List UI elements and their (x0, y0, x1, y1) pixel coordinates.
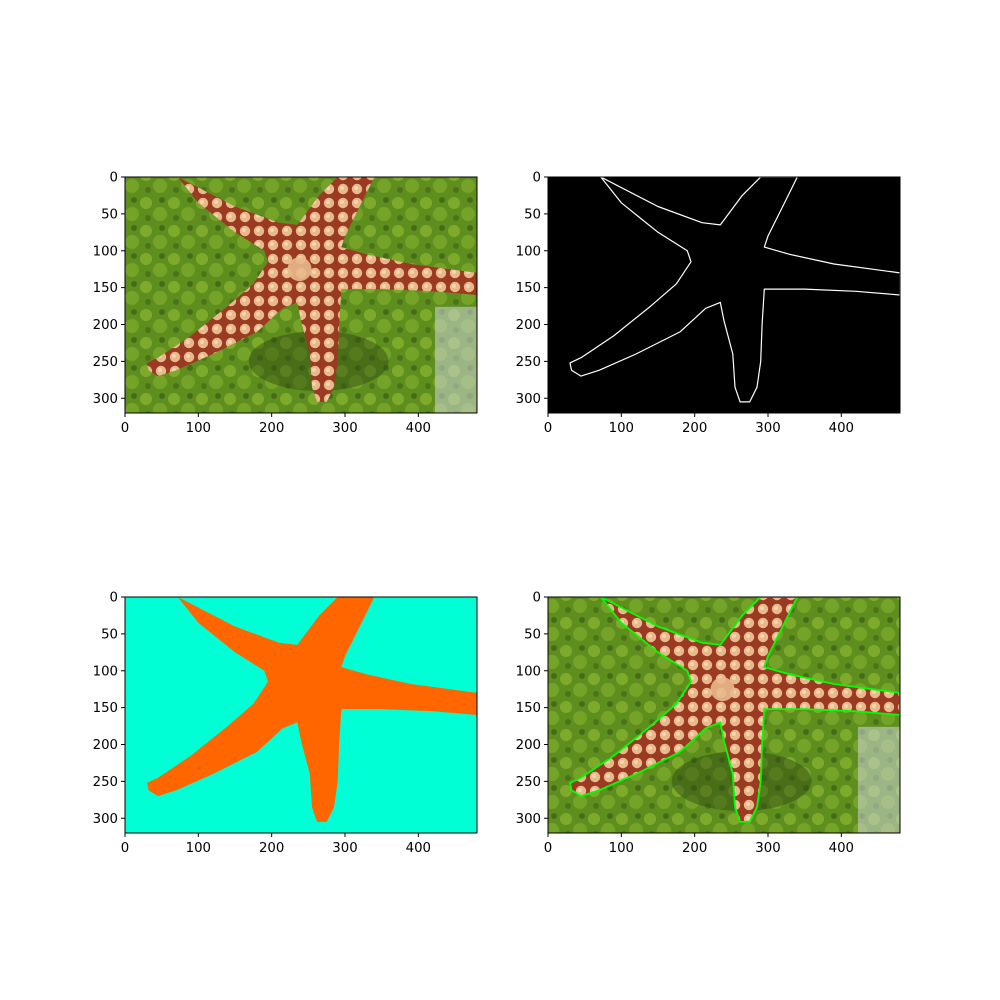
coral-patch (435, 306, 477, 413)
y-tick-label: 250 (516, 775, 541, 790)
edge-background (548, 177, 900, 413)
x-tick-label: 0 (121, 421, 129, 436)
x-tick-label: 0 (544, 421, 552, 436)
y-tick-label: 150 (93, 701, 118, 716)
x-tick-label: 200 (259, 421, 284, 436)
starfish-center (710, 677, 735, 702)
x-tick-label: 400 (829, 841, 854, 856)
x-tick-label: 400 (829, 421, 854, 436)
y-tick-label: 50 (101, 627, 118, 642)
contour-overlay (569, 597, 900, 823)
y-tick-label: 200 (516, 738, 541, 753)
y-tick-label: 100 (516, 244, 541, 259)
y-tick-label: 300 (93, 392, 118, 407)
x-tick-label: 100 (186, 421, 211, 436)
x-tick-label: 300 (332, 841, 357, 856)
axes-frame (547, 596, 901, 834)
x-tick-label: 300 (332, 421, 357, 436)
y-tick-label: 50 (101, 207, 118, 222)
x-tick-label: 200 (259, 841, 284, 856)
y-tick-label: 100 (93, 664, 118, 679)
y-tick-label: 300 (516, 392, 541, 407)
y-tick-label: 150 (516, 701, 541, 716)
axes-frame (547, 176, 901, 414)
x-tick-label: 300 (755, 841, 780, 856)
subplot-4: 0 100 200 300 400 0 50 100 150 200 250 300 (516, 591, 901, 856)
y-tick-label: 200 (93, 738, 118, 753)
x-tick-label: 0 (121, 841, 129, 856)
axes-frame (124, 176, 478, 414)
subplot-1: 0 100 200 300 400 0 50 100 150 200 250 300 (93, 171, 478, 436)
y-tick-label: 50 (524, 627, 541, 642)
image-3 (125, 597, 477, 833)
y-tick-label: 150 (516, 281, 541, 296)
y-tick-label: 200 (516, 318, 541, 333)
y-tick-label: 300 (516, 812, 541, 827)
image-1 (125, 177, 477, 413)
x-tick-label: 100 (609, 841, 634, 856)
image-4 (548, 597, 900, 833)
x-tick-label: 200 (682, 841, 707, 856)
subplot-2: 0 100 200 300 400 0 50 100 150 200 250 300 (516, 171, 901, 436)
y-tick-label: 150 (93, 281, 118, 296)
axes-frame (124, 596, 478, 834)
y-tick-label: 200 (93, 318, 118, 333)
y-tick-label: 300 (93, 812, 118, 827)
subplot-3: 0 100 200 300 400 0 50 100 150 200 250 300 (93, 591, 478, 856)
starfish-center (287, 257, 312, 282)
image-2 (548, 177, 900, 413)
coral-patch (858, 726, 900, 833)
x-tick-label: 0 (544, 841, 552, 856)
x-tick-label: 100 (186, 841, 211, 856)
y-tick-label: 100 (93, 244, 118, 259)
y-tick-label: 100 (516, 664, 541, 679)
y-tick-label: 0 (533, 591, 541, 606)
y-tick-label: 250 (93, 775, 118, 790)
y-tick-label: 0 (110, 591, 118, 606)
y-tick-label: 250 (516, 355, 541, 370)
y-tick-label: 50 (524, 207, 541, 222)
mask-foreground (147, 597, 477, 822)
y-tick-label: 250 (93, 355, 118, 370)
x-tick-label: 400 (406, 421, 431, 436)
starfish (147, 177, 477, 402)
x-tick-label: 100 (609, 421, 634, 436)
y-tick-label: 0 (533, 171, 541, 186)
edge-contour (569, 177, 900, 403)
y-tick-label: 0 (110, 171, 118, 186)
x-tick-label: 300 (755, 421, 780, 436)
x-tick-label: 200 (682, 421, 707, 436)
x-tick-label: 400 (406, 841, 431, 856)
